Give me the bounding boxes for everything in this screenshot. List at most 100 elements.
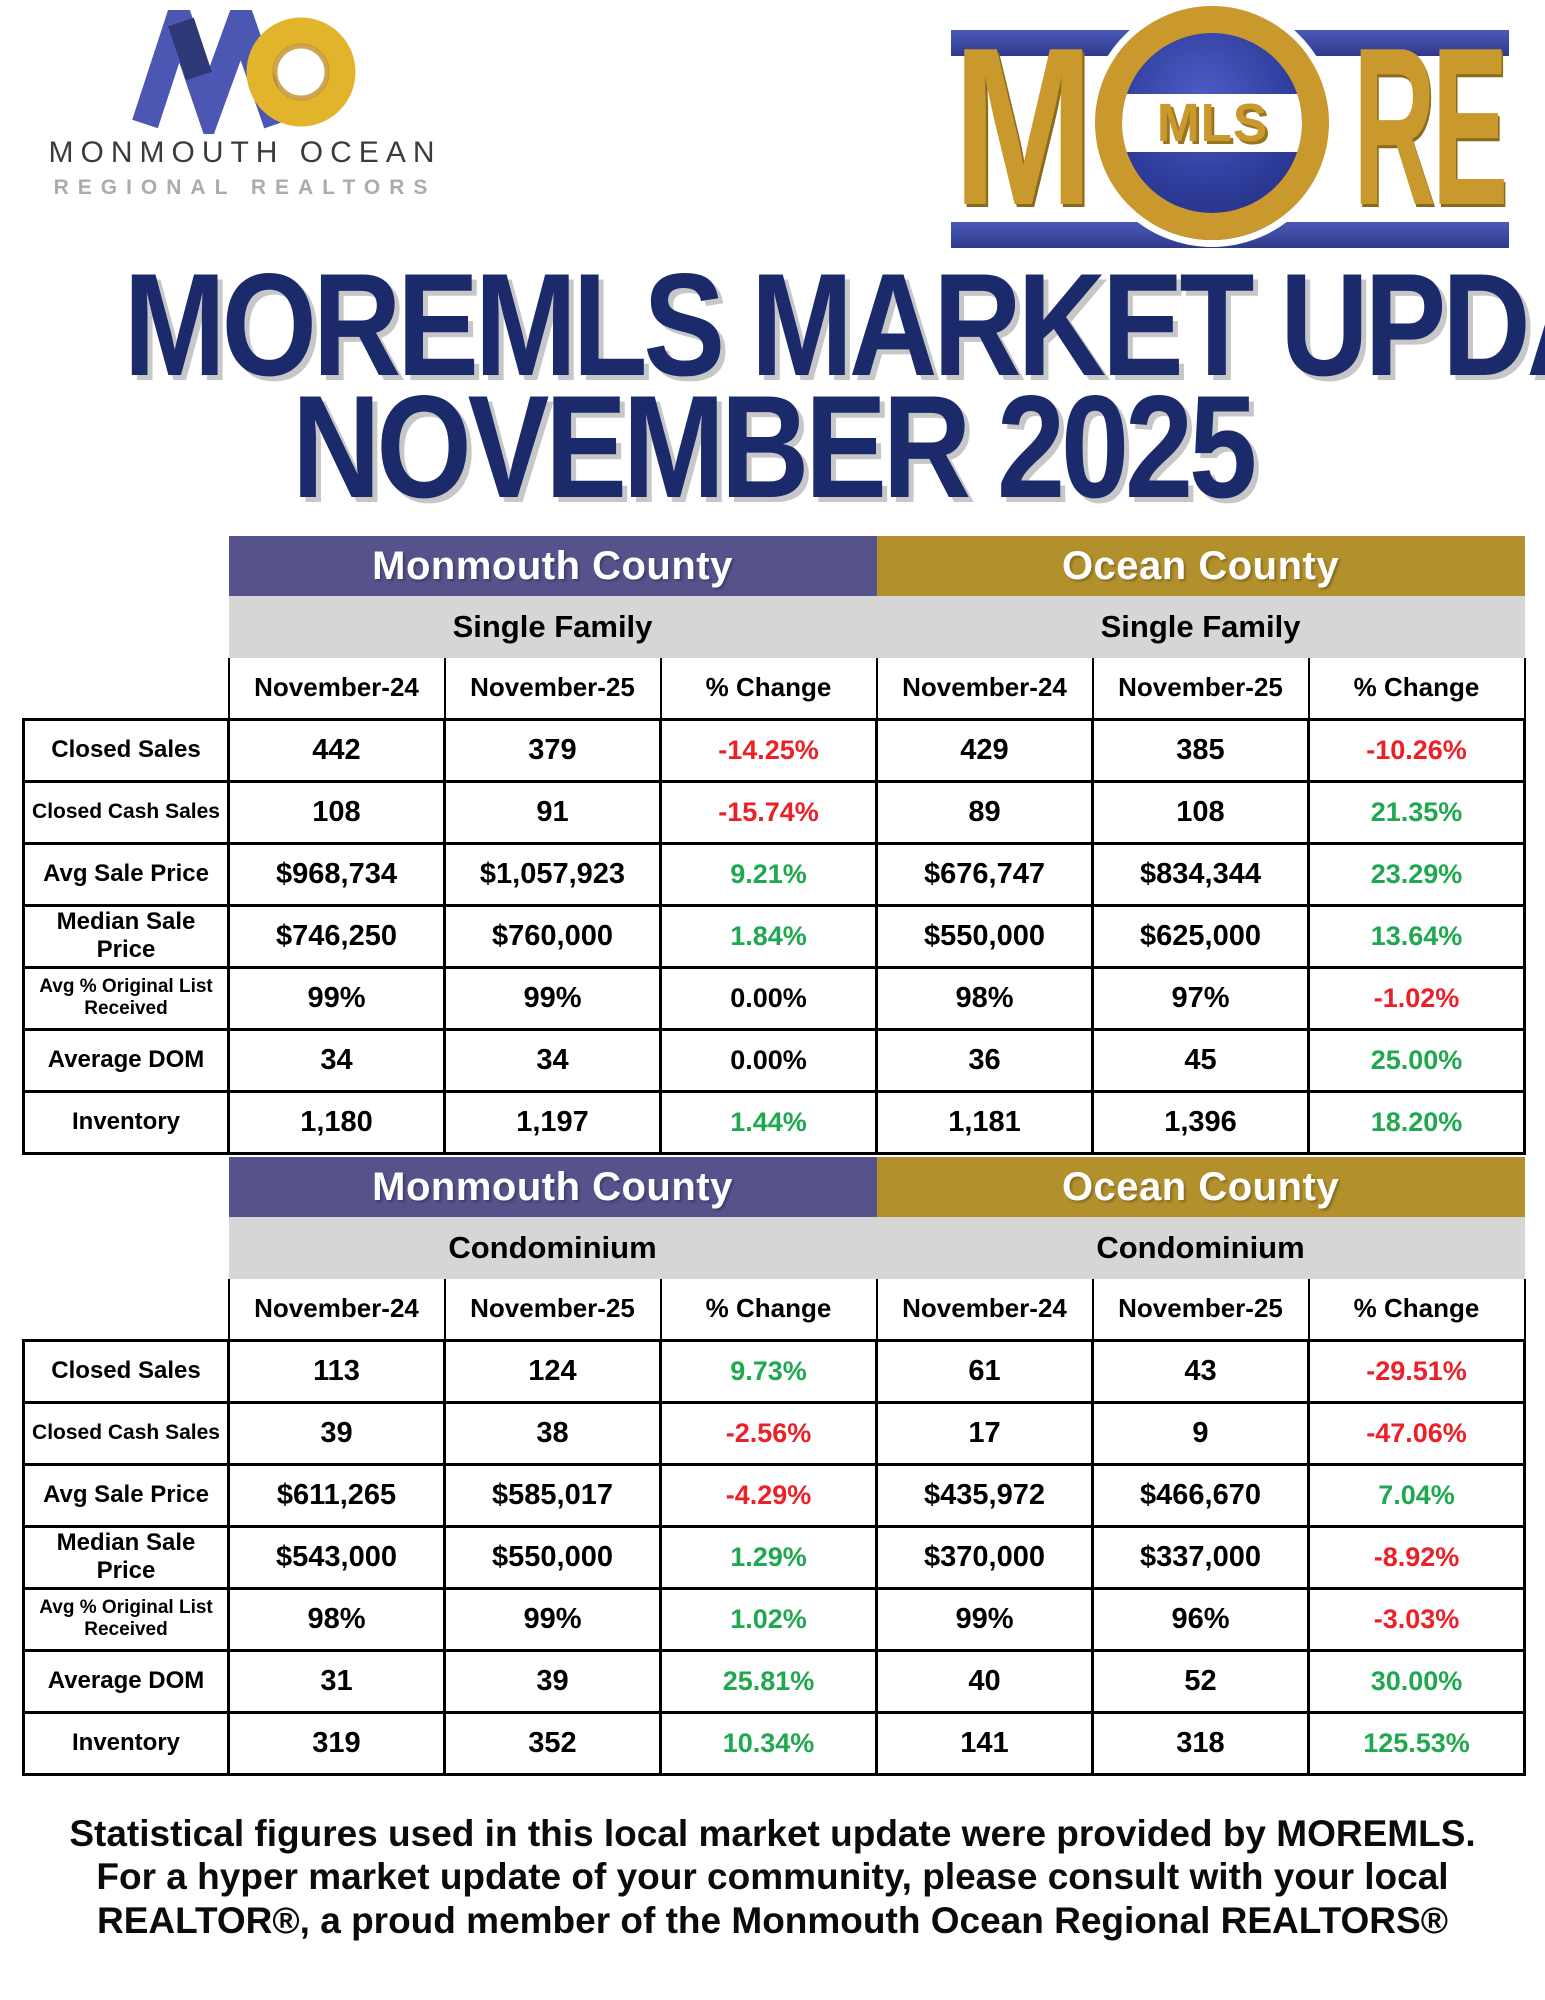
property-type-ocean: Single Family	[876, 596, 1525, 658]
table-cell: 96%	[1091, 1586, 1310, 1652]
pct-change-cell: -10.26%	[1306, 717, 1527, 783]
table-cell: 442	[227, 717, 446, 783]
table-cell: 108	[1091, 779, 1310, 845]
pct-change-cell: 1.02%	[659, 1586, 878, 1652]
pct-change-cell: 9.21%	[659, 841, 878, 907]
table-cell: 1,197	[443, 1089, 662, 1155]
pct-change-cell: 21.35%	[1306, 779, 1527, 845]
table-row: Inventory 1,180 1,197 1.44% 1,181 1,396 …	[22, 1089, 1527, 1155]
pct-change-cell: 9.73%	[659, 1338, 878, 1404]
pct-change-cell: 25.81%	[659, 1648, 878, 1714]
pct-change-cell: 1.29%	[659, 1524, 878, 1590]
county-header-monmouth: Monmouth County	[228, 1157, 877, 1217]
row-label: Avg % Original List Received	[22, 1586, 230, 1652]
table-row: Avg % Original List Received 98% 99% 1.0…	[22, 1586, 1527, 1652]
column-header: % Change	[659, 658, 877, 719]
table-cell: 99%	[875, 1586, 1094, 1652]
pct-change-cell: 1.44%	[659, 1089, 878, 1155]
row-label: Median Sale Price	[22, 1524, 230, 1590]
table-cell: 52	[1091, 1648, 1310, 1714]
county-header-ocean: Ocean County	[876, 536, 1525, 596]
table-cell: $1,057,923	[443, 841, 662, 907]
table-cell: 429	[875, 717, 1094, 783]
column-header: November-25	[443, 1279, 661, 1340]
table-cell: $585,017	[443, 1462, 662, 1528]
county-header-monmouth: Monmouth County	[228, 536, 877, 596]
table-row: Closed Cash Sales 108 91 -15.74% 89 108 …	[22, 779, 1527, 845]
footer-line: REALTOR®, a proud member of the Monmouth…	[97, 1899, 1448, 1941]
table-cell: 99%	[443, 1586, 662, 1652]
pct-change-cell: -14.25%	[659, 717, 878, 783]
property-type-ocean: Condominium	[876, 1217, 1525, 1279]
table-cell: 31	[227, 1648, 446, 1714]
table-cell: 352	[443, 1710, 662, 1776]
mls-badge-text: MLS	[1156, 93, 1268, 153]
table-cell: 40	[875, 1648, 1094, 1714]
table-row: Median Sale Price $543,000 $550,000 1.29…	[22, 1524, 1527, 1590]
column-header: November-25	[443, 658, 661, 719]
pct-change-cell: 25.00%	[1306, 1027, 1527, 1093]
row-label: Average DOM	[22, 1027, 230, 1093]
row-label: Inventory	[22, 1089, 230, 1155]
table-corner-spacer	[23, 536, 229, 719]
table-row: Inventory 319 352 10.34% 141 318 125.53%	[22, 1710, 1527, 1776]
footer-line: For a hyper market update of your commun…	[96, 1856, 1449, 1898]
table-row: Average DOM 31 39 25.81% 40 52 30.00%	[22, 1648, 1527, 1714]
table-cell: $337,000	[1091, 1524, 1310, 1590]
table-row: Avg % Original List Received 99% 99% 0.0…	[22, 965, 1527, 1031]
table-cell: 98%	[875, 965, 1094, 1031]
property-type-monmouth: Single Family	[228, 596, 877, 658]
column-header: % Change	[1307, 1279, 1526, 1340]
table-cell: 34	[227, 1027, 446, 1093]
pct-change-cell: 7.04%	[1306, 1462, 1527, 1528]
column-header: November-24	[875, 658, 1093, 719]
table-row: Median Sale Price $746,250 $760,000 1.84…	[22, 903, 1527, 969]
row-label: Inventory	[22, 1710, 230, 1776]
pct-change-cell: 23.29%	[1306, 841, 1527, 907]
table-cell: $611,265	[227, 1462, 446, 1528]
table-row: Closed Cash Sales 39 38 -2.56% 17 9 -47.…	[22, 1400, 1527, 1466]
logo-letter-m: M	[953, 0, 1094, 252]
pct-change-cell: -8.92%	[1306, 1524, 1527, 1590]
table-cell: 45	[1091, 1027, 1310, 1093]
table-cell: $435,972	[875, 1462, 1094, 1528]
footer-disclaimer: Statistical figures used in this local m…	[0, 1812, 1545, 1942]
table-cell: 1,181	[875, 1089, 1094, 1155]
pct-change-cell: 10.34%	[659, 1710, 878, 1776]
pct-change-cell: -15.74%	[659, 779, 878, 845]
row-label: Avg % Original List Received	[22, 965, 230, 1031]
page-title-line2: NOVEMBER 2025	[292, 365, 1257, 528]
table-cell: 379	[443, 717, 662, 783]
row-label: Average DOM	[22, 1648, 230, 1714]
footer-line: Statistical figures used in this local m…	[69, 1813, 1476, 1854]
table-cell: 1,180	[227, 1089, 446, 1155]
morr-logo: MONMOUTH OCEAN REGIONAL REALTORS	[30, 10, 460, 200]
table-cell: 89	[875, 779, 1094, 845]
row-label: Closed Cash Sales	[22, 779, 230, 845]
table-row: Closed Sales 113 124 9.73% 61 43 -29.51%	[22, 1338, 1527, 1404]
single-family-table: Monmouth County Ocean County Single Fami…	[22, 536, 1527, 1155]
column-header: November-24	[227, 1279, 445, 1340]
table-cell: 319	[227, 1710, 446, 1776]
table-cell: 1,396	[1091, 1089, 1310, 1155]
table-cell: 97%	[1091, 965, 1310, 1031]
table-cell: 108	[227, 779, 446, 845]
column-header: November-25	[1091, 1279, 1309, 1340]
table-cell: 99%	[443, 965, 662, 1031]
table-cell: 38	[443, 1400, 662, 1466]
logo-name-text: MONMOUTH OCEAN	[48, 136, 442, 169]
pct-change-cell: 1.84%	[659, 903, 878, 969]
column-header: November-24	[227, 658, 445, 719]
table-cell: 61	[875, 1338, 1094, 1404]
table-cell: $550,000	[875, 903, 1094, 969]
table-cell: $543,000	[227, 1524, 446, 1590]
table-cell: 141	[875, 1710, 1094, 1776]
column-header: % Change	[1307, 658, 1526, 719]
table-cell: $760,000	[443, 903, 662, 969]
row-label: Closed Sales	[22, 1338, 230, 1404]
table-cell: $746,250	[227, 903, 446, 969]
pct-change-cell: -4.29%	[659, 1462, 878, 1528]
condominium-table: Monmouth County Ocean County Condominium…	[22, 1157, 1527, 1776]
table-cell: 39	[227, 1400, 446, 1466]
column-header: November-24	[875, 1279, 1093, 1340]
